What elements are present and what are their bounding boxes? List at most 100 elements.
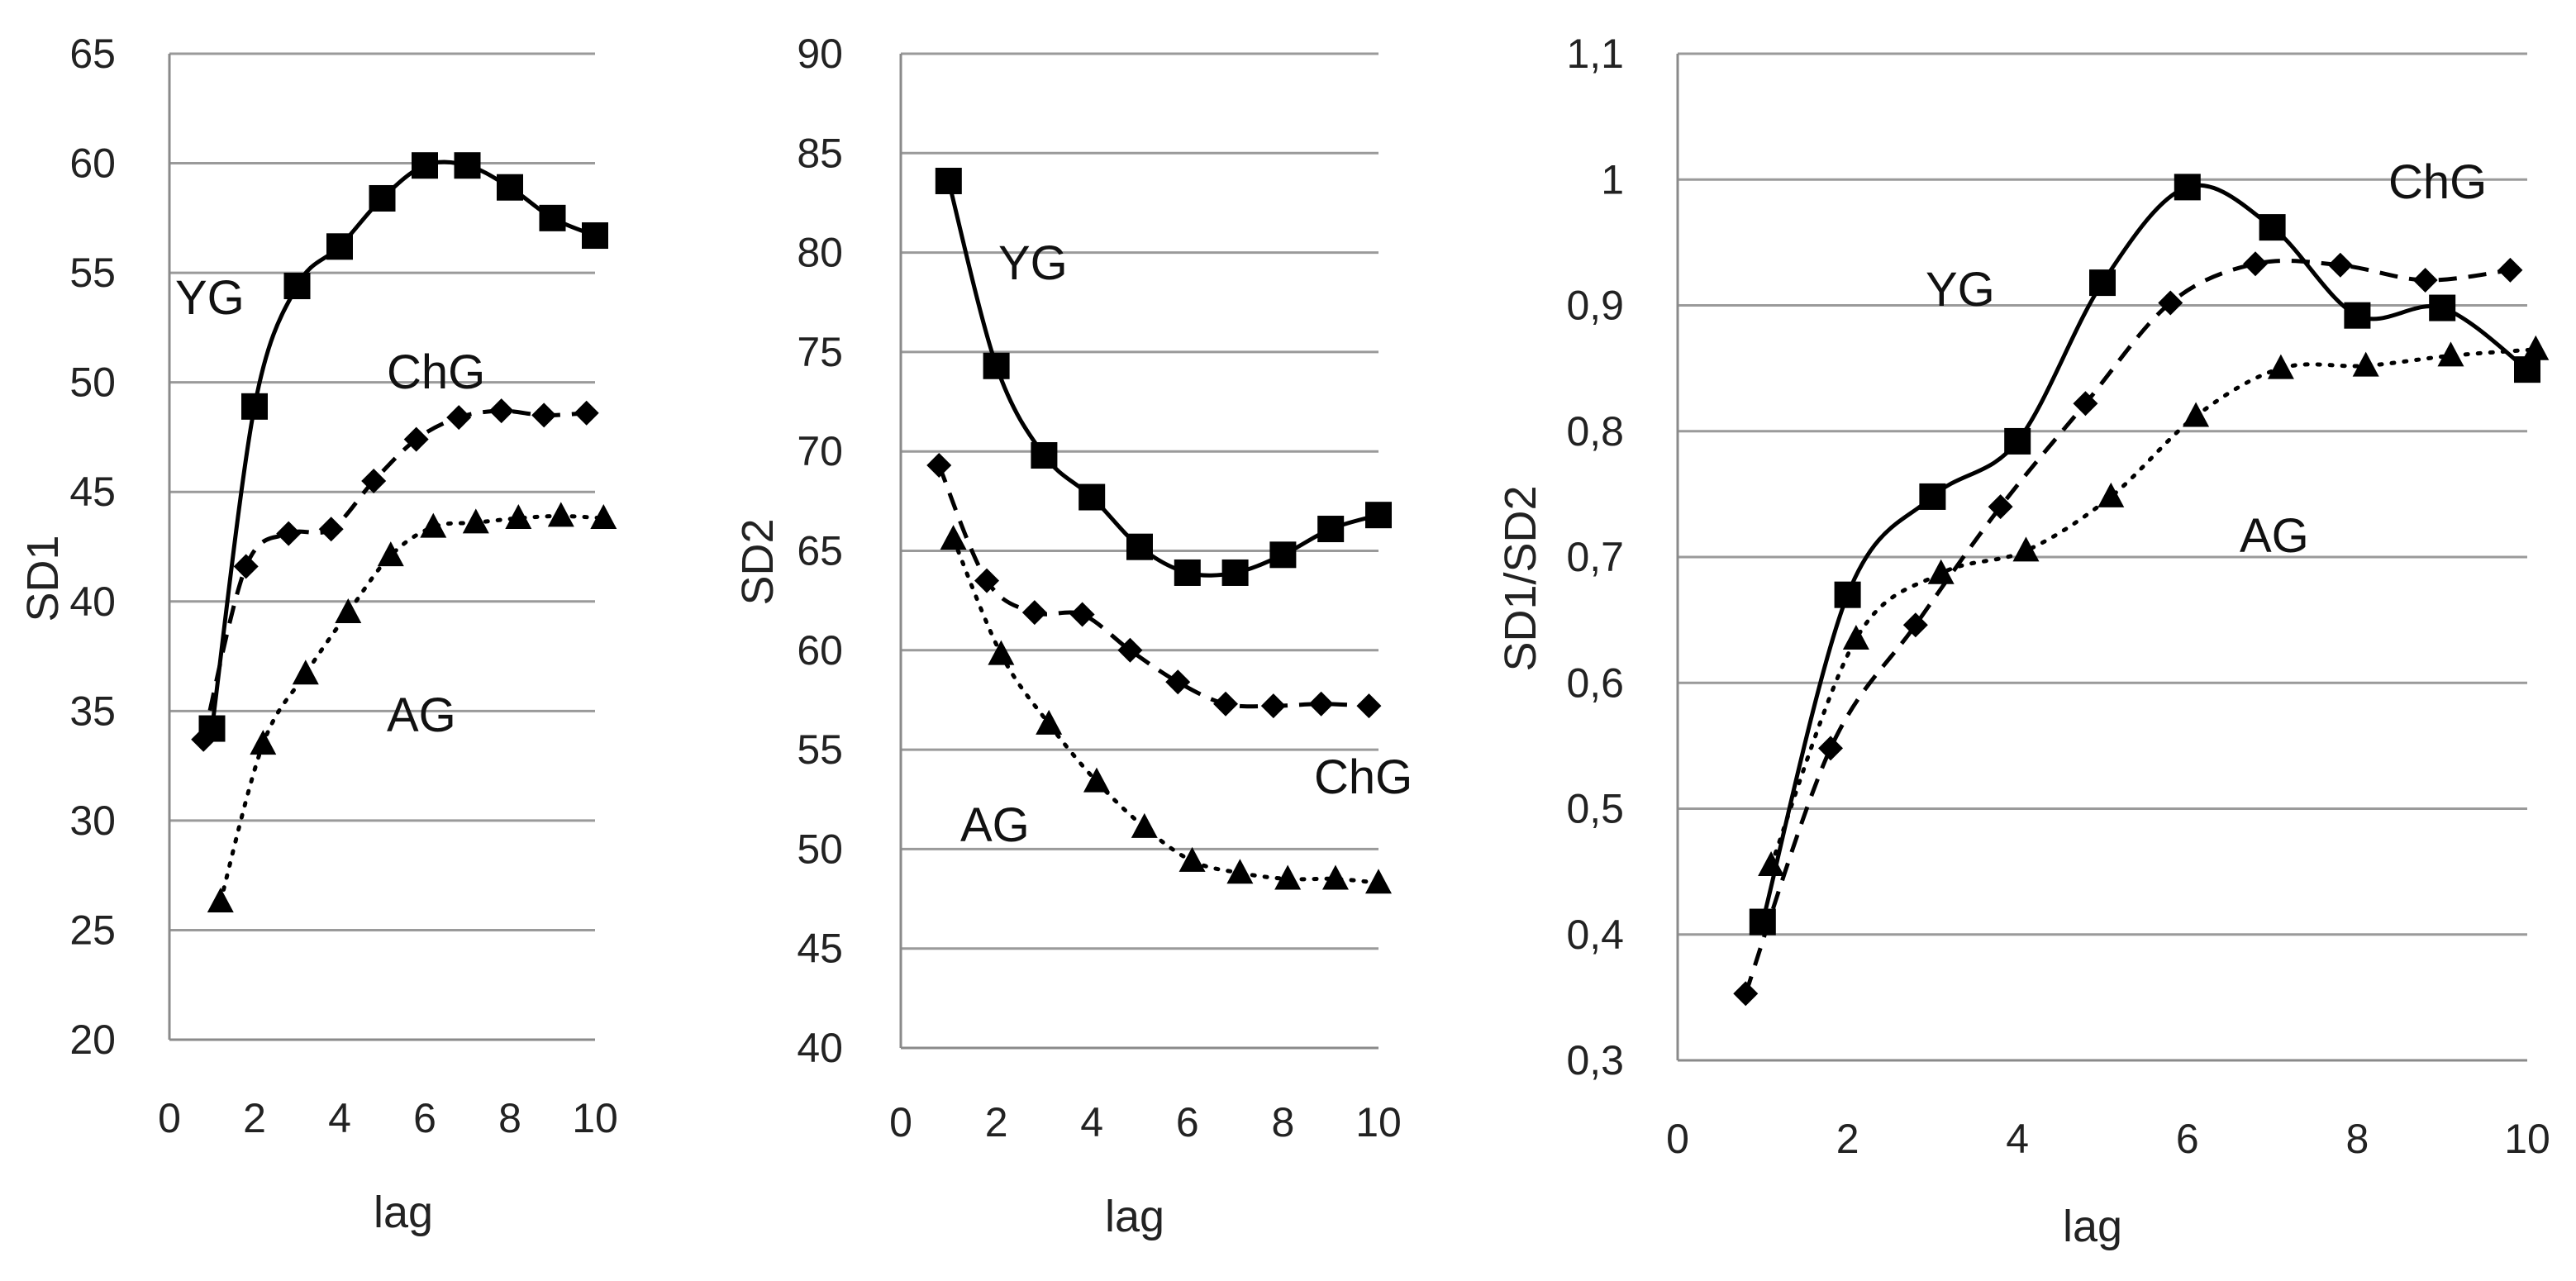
- data-point-chg: [1213, 691, 1239, 717]
- data-point-chg: [191, 726, 217, 752]
- data-point-yg: [412, 152, 438, 179]
- data-point-ag: [420, 512, 447, 538]
- data-point-chg: [1165, 669, 1191, 695]
- y-tick-label: 0,6: [1566, 660, 1624, 706]
- data-point-yg: [369, 184, 396, 212]
- series-label-ag: AG: [387, 688, 456, 742]
- x-tick-label: 2: [243, 1095, 266, 1141]
- y-tick-label: 45: [69, 469, 116, 515]
- x-tick-label: 6: [413, 1095, 436, 1141]
- x-tick-label: 10: [1355, 1099, 1402, 1145]
- data-point-chg: [1021, 600, 1047, 626]
- data-point-ag: [547, 502, 574, 527]
- data-point-chg: [2073, 391, 2098, 417]
- x-tick-label: 8: [1271, 1099, 1294, 1145]
- data-point-chg: [318, 517, 344, 542]
- data-point-yg: [1365, 502, 1392, 529]
- series-label-yg: YG: [998, 236, 1068, 290]
- panel-sd1-chart: 20 25 30 35 40 45 50 55 60 65 0 2 4 6 8 10 lag SD1 YG C…: [18, 31, 618, 1237]
- data-point-yg: [2259, 214, 2286, 241]
- data-point-ag: [1226, 859, 1254, 884]
- y-tick-label: 0,8: [1566, 408, 1624, 455]
- series-label-yg: YG: [1926, 263, 1995, 317]
- data-point-ag: [207, 887, 234, 912]
- data-point-ag: [2012, 536, 2040, 562]
- data-point-chg: [2158, 290, 2183, 316]
- panel-sd2-chart: 40 45 50 55 60 65 70 75 80 85 90 0 2 4 6 8 10 lag SD2 YG…: [733, 31, 1412, 1241]
- data-point-ag: [377, 541, 404, 567]
- x-axis-title: lag: [374, 1188, 433, 1237]
- data-point-ag: [1083, 767, 1110, 793]
- data-point-ag: [292, 660, 319, 685]
- data-point-yg: [539, 204, 566, 231]
- data-point-ag: [1321, 864, 1349, 890]
- data-point-yg: [2004, 427, 2031, 455]
- data-point-ag: [250, 730, 277, 755]
- data-point-ag: [462, 508, 489, 534]
- data-point-yg: [1031, 442, 1058, 469]
- data-point-ag: [590, 504, 617, 530]
- y-tick-label: 20: [69, 1017, 116, 1063]
- y-tick-label: 0,3: [1566, 1037, 1624, 1083]
- x-tick-label: 8: [498, 1095, 521, 1141]
- y-axis-title: SD1: [18, 535, 68, 621]
- y-tick-label: 40: [69, 579, 116, 625]
- y-tick-label: 50: [69, 360, 116, 406]
- data-point-yg: [2174, 174, 2201, 201]
- y-tick-label: 90: [797, 31, 843, 77]
- y-tick-label: 0,9: [1566, 283, 1624, 329]
- data-point-chg: [574, 400, 599, 426]
- x-tick-label: 0: [1666, 1116, 1689, 1162]
- y-tick-label: 85: [797, 130, 843, 176]
- y-tick-label: 30: [69, 798, 116, 844]
- y-tick-label: 75: [797, 329, 843, 375]
- y-tick-label: 55: [797, 726, 843, 773]
- y-axis-title: SD1/SD2: [1496, 485, 1545, 671]
- y-tick-label: 40: [797, 1025, 843, 1071]
- x-tick-label: 10: [572, 1095, 618, 1141]
- y-tick-label: 60: [69, 140, 116, 187]
- y-axis-title: SD2: [733, 518, 783, 605]
- data-point-yg: [283, 273, 311, 300]
- data-point-ag: [2097, 482, 2125, 507]
- data-point-chg: [446, 405, 472, 431]
- data-point-yg: [935, 167, 962, 194]
- data-point-ag: [505, 504, 532, 530]
- x-axis-title: lag: [1105, 1192, 1164, 1241]
- series-line-yg: [1760, 183, 2529, 923]
- data-point-chg: [233, 554, 259, 579]
- y-tick-label: 0,5: [1566, 786, 1624, 832]
- y-tick-label: 70: [797, 428, 843, 474]
- data-point-chg: [926, 453, 952, 479]
- y-tick-label: 0,4: [1566, 912, 1624, 958]
- y-tick-label: 1,1: [1566, 31, 1624, 77]
- data-point-yg: [1317, 516, 1345, 543]
- y-tick-label: 0,7: [1566, 534, 1624, 580]
- data-point-yg: [1078, 483, 1106, 511]
- data-point-yg: [2089, 269, 2116, 297]
- series-label-yg: YG: [175, 271, 245, 325]
- x-tick-label: 6: [1176, 1099, 1199, 1145]
- panel-ratio-chart: 0,3 0,4 0,5 0,6 0,7 0,8 0,9 1 1,1 0 2 4 6 8 10 lag SD1…: [1496, 31, 2550, 1251]
- data-point-chg: [1818, 736, 1844, 761]
- x-axis-title: lag: [2063, 1202, 2122, 1251]
- data-point-ag: [1365, 869, 1392, 894]
- x-tick-label: 10: [2504, 1116, 2550, 1162]
- data-point-yg: [2344, 302, 2371, 329]
- data-point-yg: [454, 152, 481, 179]
- series-label-chg: ChG: [1314, 750, 1412, 804]
- series-line-ag: [1769, 347, 2538, 868]
- data-point-yg: [582, 222, 608, 250]
- data-point-ag: [2267, 354, 2294, 379]
- data-point-ag: [1842, 624, 1869, 650]
- data-point-yg: [1126, 533, 1153, 560]
- data-point-chg: [1356, 693, 1382, 719]
- data-point-chg: [1733, 981, 1759, 1007]
- data-point-yg: [983, 352, 1010, 379]
- data-point-ag: [1036, 709, 1063, 735]
- data-point-ag: [1758, 851, 1785, 877]
- data-point-ag: [335, 598, 362, 624]
- x-tick-label: 2: [1836, 1116, 1859, 1162]
- data-point-chg: [1902, 612, 1928, 638]
